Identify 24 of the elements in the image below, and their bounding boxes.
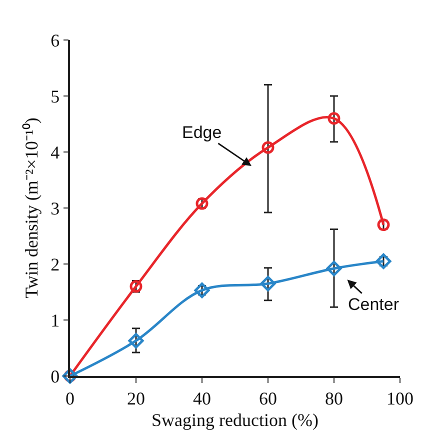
x-tick-label: 100 (386, 388, 414, 408)
y-tick-label: 0 (50, 366, 60, 386)
y-tick-label: 2 (50, 254, 60, 274)
x-tick-label: 60 (259, 388, 277, 408)
x-axis-title: Swaging reduction (%) (152, 410, 318, 430)
point (326, 260, 342, 276)
x-tick-label: 0 (66, 388, 74, 408)
y-tick-label: 4 (50, 142, 60, 162)
y-axis-title: Twin density (m⁻²×10⁻¹⁰) (21, 118, 42, 298)
series-label: Edge (182, 123, 222, 142)
point (262, 141, 274, 154)
y-tick-label: 3 (50, 198, 60, 218)
x-tick-label: 80 (325, 388, 343, 408)
series-label: Center (348, 295, 400, 314)
y-tick-label: 5 (50, 86, 60, 106)
point (194, 282, 210, 298)
y-tick-label: 1 (50, 310, 60, 330)
x-tick-label: 40 (193, 388, 211, 408)
point (128, 332, 144, 348)
y-tick-label: 6 (50, 30, 60, 50)
point (328, 112, 340, 125)
point (376, 253, 392, 269)
x-tick-label: 20 (127, 388, 145, 408)
point (260, 276, 276, 292)
